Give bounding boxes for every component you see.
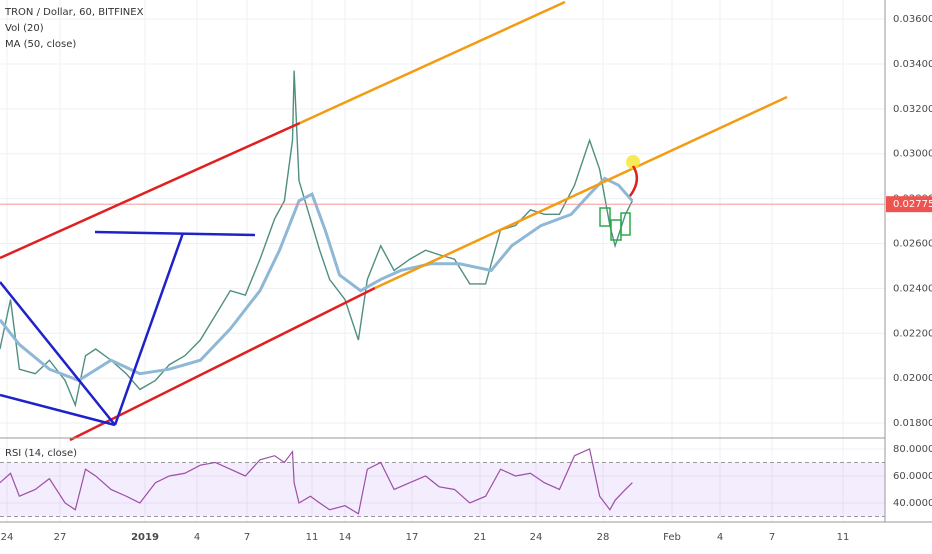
y-tick-label: 0.036000 <box>893 14 932 25</box>
x-tick-label: 7 <box>769 532 775 543</box>
series-line <box>0 176 634 383</box>
indicator-label: Vol (20) <box>5 23 44 34</box>
rsi-line <box>0 448 633 515</box>
box <box>620 212 631 236</box>
x-tick-label: 24 <box>530 532 543 543</box>
box <box>599 207 611 227</box>
x-tick-label: 14 <box>339 532 352 543</box>
trend-line <box>69 286 376 442</box>
trend-line <box>0 121 301 260</box>
indicator-label: RSI (14, close) <box>5 448 77 459</box>
y-tick-label: 60.0000 <box>893 471 932 482</box>
trend-line <box>94 230 256 237</box>
trend-line <box>0 393 116 427</box>
x-tick-label: 24 <box>1 532 14 543</box>
x-tick-label: 28 <box>597 532 610 543</box>
indicator-label: MA (50, close) <box>5 39 76 50</box>
last-price-label: 0.027753 <box>893 199 932 210</box>
drawings <box>0 0 788 442</box>
x-tick-label: 4 <box>194 532 200 543</box>
x-tick-label: 7 <box>244 532 250 543</box>
trend-line <box>0 281 116 426</box>
x-tick-label: Feb <box>663 532 681 543</box>
arrow <box>628 165 639 197</box>
x-tick-label: 27 <box>54 532 67 543</box>
y-tick-label: 80.0000 <box>893 444 932 455</box>
y-tick-label: 40.0000 <box>893 498 932 509</box>
chart-title: TRON / Dollar, 60, BITFINEX <box>4 7 144 18</box>
x-tick-label: 4 <box>717 532 723 543</box>
plot: 0.027753 <box>0 70 932 515</box>
x-tick-label: 11 <box>306 532 319 543</box>
last-price-box <box>886 196 932 213</box>
x-tick-label: 21 <box>474 532 487 543</box>
rsi-band <box>0 462 885 517</box>
x-tick-label: 11 <box>837 532 850 543</box>
trend-line <box>113 232 185 426</box>
x-tick-label: 17 <box>406 532 419 543</box>
highlight <box>626 155 640 169</box>
trend-line <box>374 95 788 290</box>
trend-line <box>299 0 566 125</box>
x-tick-label: 2019 <box>131 532 159 543</box>
